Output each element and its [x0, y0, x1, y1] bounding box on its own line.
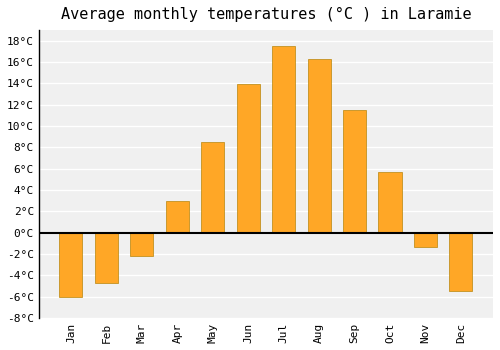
Bar	[378, 172, 402, 233]
Bar	[308, 59, 330, 233]
Bar	[272, 46, 295, 233]
Bar	[236, 84, 260, 233]
Bar	[166, 201, 189, 233]
Bar	[201, 142, 224, 233]
Bar	[130, 233, 154, 256]
Bar	[60, 233, 82, 296]
Bar	[95, 233, 118, 283]
Title: Average monthly temperatures (°C ) in Laramie: Average monthly temperatures (°C ) in La…	[60, 7, 471, 22]
Bar	[414, 233, 437, 246]
Bar	[343, 110, 366, 233]
Bar	[450, 233, 472, 291]
